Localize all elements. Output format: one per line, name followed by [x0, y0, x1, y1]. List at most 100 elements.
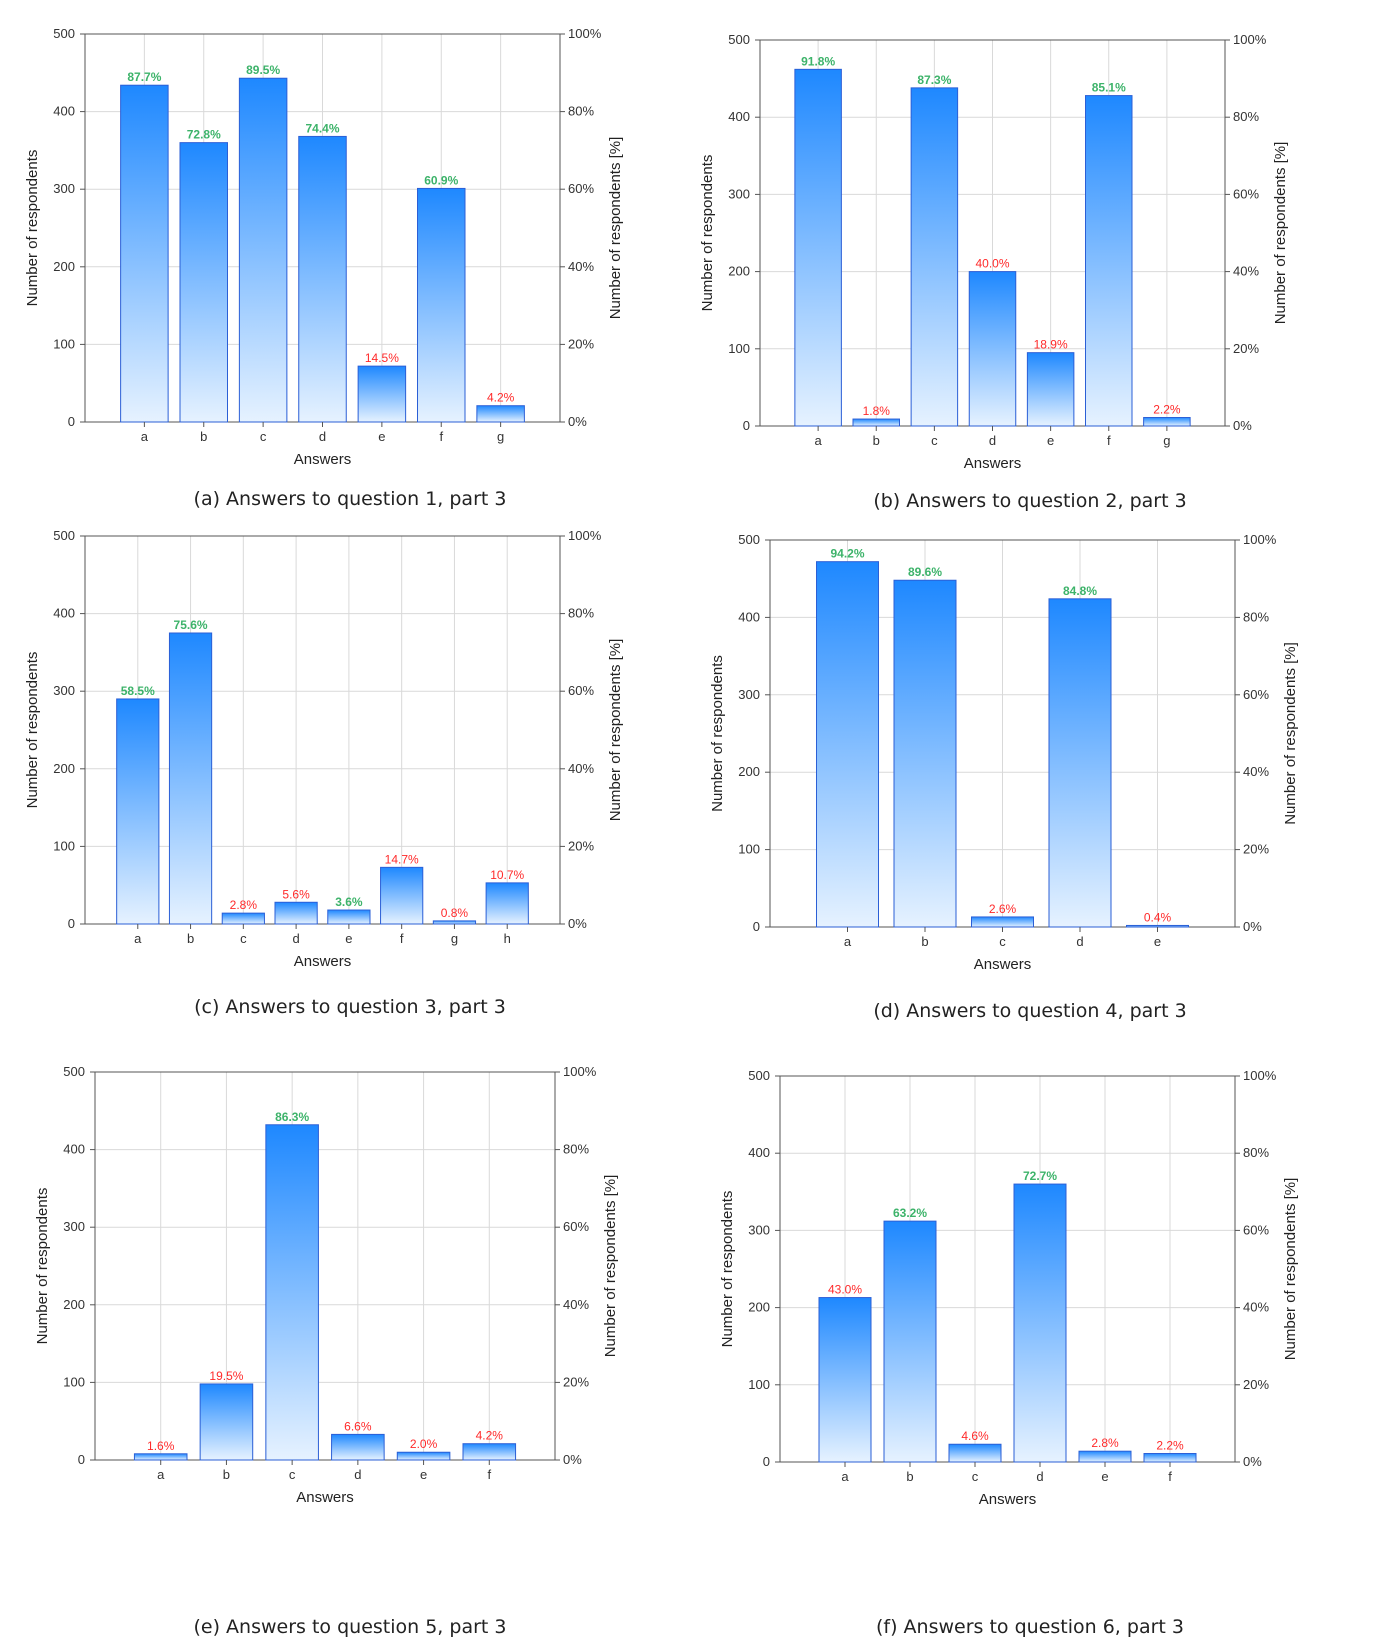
data-label: 4.6% [961, 1429, 989, 1443]
bar-f-b [883, 1220, 937, 1463]
data-label: 75.6% [174, 618, 208, 632]
y2-tick-label: 100% [568, 528, 602, 543]
caption-c: (c) Answers to question 3, part 3 [194, 996, 506, 1018]
bar-d-e [1126, 924, 1189, 928]
x-axis-title: Answers [294, 953, 352, 970]
y-tick-label: 0 [763, 1454, 770, 1469]
y-axis-title: Number of respondents [24, 652, 41, 809]
x-tick-label: a [134, 931, 142, 946]
x-tick-label: e [378, 429, 385, 444]
bar-chart-c: 0 100 200 300 400 500 0% 20% 40% 60% 80% 100% a 58.5%… [24, 528, 624, 970]
y2-tick-label: 60% [1233, 186, 1259, 201]
y-tick-label: 200 [63, 1297, 85, 1312]
data-label: 60.9% [424, 173, 458, 187]
y-tick-label: 500 [63, 1064, 85, 1079]
x-axis-title: Answers [974, 956, 1032, 973]
y-tick-label: 200 [53, 761, 75, 776]
bar-a-b [179, 142, 228, 423]
x-tick-label: c [931, 433, 938, 448]
data-label: 87.7% [127, 70, 161, 84]
data-label: 43.0% [828, 1283, 862, 1297]
y2-tick-label: 100% [1243, 1068, 1277, 1083]
x-tick-label: a [841, 1469, 849, 1484]
y-tick-label: 500 [53, 528, 75, 543]
bar-b-c [910, 87, 959, 427]
y-tick-label: 200 [738, 764, 760, 779]
y2-tick-label: 20% [1233, 341, 1259, 356]
y-tick-label: 100 [53, 336, 75, 351]
y-tick-label: 200 [728, 264, 750, 279]
bar-b-e [1026, 352, 1075, 427]
bar-c-c [221, 912, 265, 925]
x-tick-label: d [1076, 934, 1083, 949]
y-tick-label: 100 [53, 838, 75, 853]
x-axis-title: Answers [296, 1489, 354, 1506]
bar-e-a [133, 1453, 188, 1461]
plot-frame [84, 535, 561, 925]
y-tick-label: 500 [728, 32, 750, 47]
y-tick-label: 200 [53, 259, 75, 274]
y2-tick-label: 40% [563, 1297, 589, 1312]
x-tick-label: d [292, 931, 299, 946]
bar-c-a [116, 698, 160, 925]
y2-tick-label: 20% [1243, 1377, 1269, 1392]
data-label: 2.8% [230, 898, 258, 912]
data-label: 2.2% [1153, 403, 1181, 417]
x-tick-label: g [497, 429, 504, 444]
x-tick-label: f [487, 1467, 491, 1482]
bar-chart-e: 0 100 200 300 400 500 0% 20% 40% 60% 80% 100% a 1.6% b… [34, 1064, 619, 1506]
y-axis-title: Number of respondents [34, 1188, 51, 1345]
x-tick-label: b [187, 931, 194, 946]
data-label: 19.5% [209, 1369, 243, 1383]
y2-tick-label: 40% [1243, 1300, 1269, 1315]
bar-e-e [396, 1451, 451, 1461]
bar-a-g [476, 405, 525, 423]
y-tick-label: 300 [63, 1219, 85, 1234]
data-label: 4.2% [487, 391, 515, 405]
y2-tick-label: 0% [1233, 418, 1252, 433]
x-tick-label: c [999, 934, 1006, 949]
bar-e-d [331, 1433, 385, 1461]
bar-a-a [120, 84, 169, 423]
bar-e-f [462, 1443, 517, 1461]
data-label: 72.8% [187, 128, 221, 142]
chart-panel-f: 0 100 200 300 400 500 0% 20% 40% 60% 80% 100% a 43.0%… [680, 1042, 1380, 1638]
y2-tick-label: 0% [568, 414, 587, 429]
caption-e: (e) Answers to question 5, part 3 [193, 1616, 507, 1638]
bar-a-f [417, 187, 466, 423]
y-axis-title: Number of respondents [709, 655, 726, 812]
bar-a-c [238, 77, 288, 423]
x-tick-label: d [319, 429, 326, 444]
y2-tick-label: 60% [1243, 687, 1269, 702]
data-label: 6.6% [344, 1419, 372, 1433]
x-tick-label: h [504, 931, 511, 946]
bar-b-g [1143, 417, 1191, 427]
data-label: 14.7% [385, 852, 419, 866]
bar-d-b [893, 579, 957, 928]
x-tick-label: f [439, 429, 443, 444]
y-tick-label: 400 [728, 109, 750, 124]
chart-panel-c: 0 100 200 300 400 500 0% 20% 40% 60% 80% 100% a 58.5%… [0, 504, 700, 1053]
y2-axis-title: Number of respondents [%] [607, 639, 624, 822]
x-axis-title: Answers [964, 455, 1022, 472]
x-tick-label: e [1047, 433, 1054, 448]
y2-tick-label: 100% [563, 1064, 597, 1079]
x-tick-label: g [1163, 433, 1170, 448]
bar-c-f [380, 866, 424, 925]
x-tick-label: c [240, 931, 247, 946]
y-tick-label: 400 [53, 104, 75, 119]
x-tick-label: e [345, 931, 352, 946]
bar-b-b [852, 418, 900, 427]
x-tick-label: a [141, 429, 149, 444]
y-tick-label: 100 [748, 1377, 770, 1392]
y-tick-label: 500 [53, 26, 75, 41]
y2-tick-label: 40% [1243, 764, 1269, 779]
bar-chart-b: 0 100 200 300 400 500 0% 20% 40% 60% 80% 100% a 91.8%… [699, 32, 1289, 472]
y2-axis-title: Number of respondents [%] [607, 137, 624, 320]
y2-tick-label: 40% [568, 259, 594, 274]
chart-panel-b: 0 100 200 300 400 500 0% 20% 40% 60% 80% 100% a 91.8%… [680, 4, 1380, 553]
y2-axis-title: Number of respondents [%] [1272, 142, 1289, 325]
bar-f-e [1078, 1450, 1132, 1463]
y2-tick-label: 40% [568, 761, 594, 776]
bar-c-b [168, 632, 213, 925]
